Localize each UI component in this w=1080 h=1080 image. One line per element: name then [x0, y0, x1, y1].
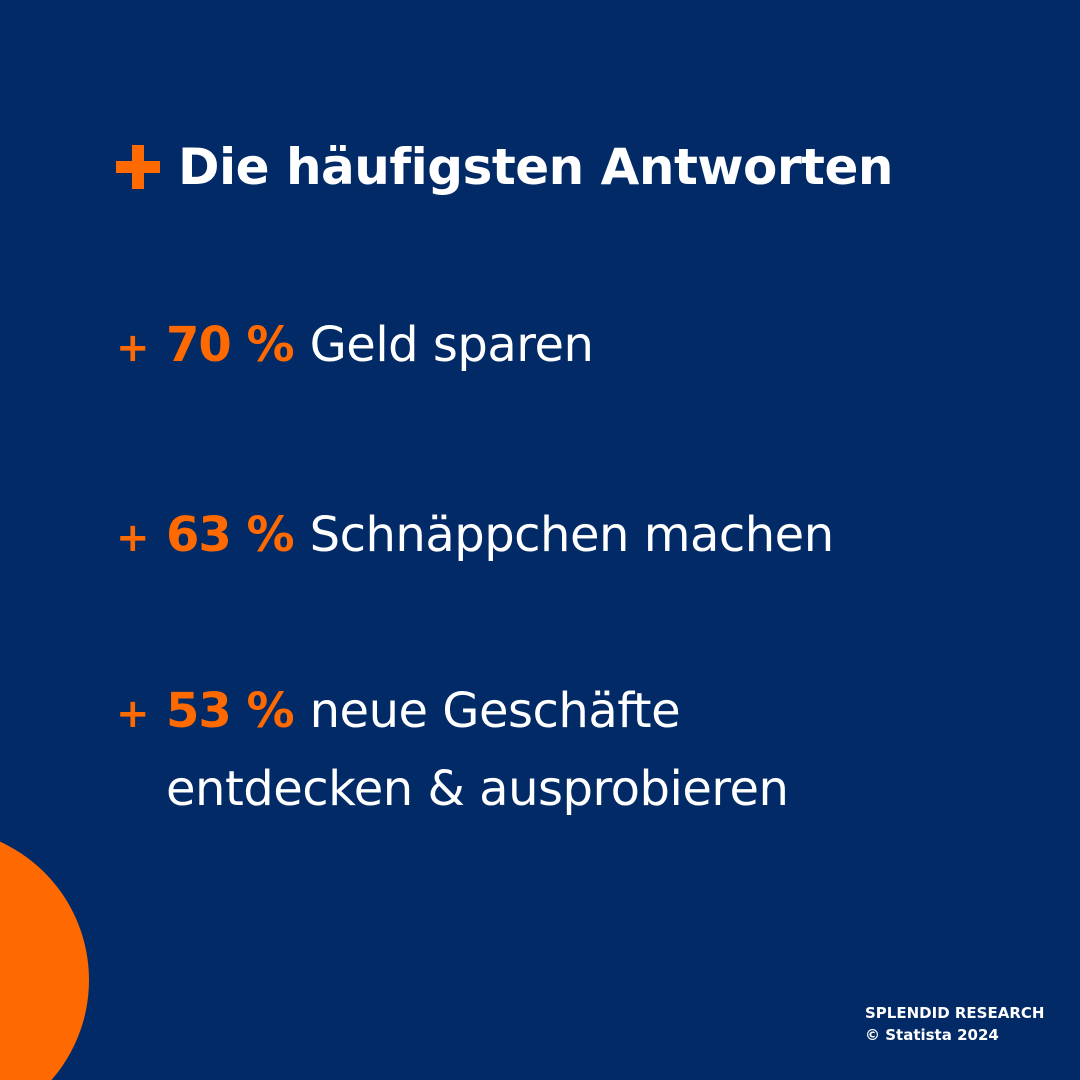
copyright: © Statista 2024 — [865, 1026, 999, 1044]
plus-icon: + — [116, 691, 150, 737]
answer-item-2: + 63 % Schnäppchen machen — [116, 496, 834, 574]
source-name: SPLENDID RESEARCH — [865, 1004, 1045, 1022]
source-credit: SPLENDID RESEARCH © Statista 2024 — [865, 1002, 1044, 1046]
plus-icon: + — [116, 515, 150, 561]
answer-percent: 63 % — [166, 507, 295, 563]
answer-label: Schnäppchen machen — [309, 507, 835, 563]
answer-label: Geld sparen — [309, 317, 594, 373]
decorative-circle — [0, 828, 89, 1080]
heading: Die häufigsten Antworten — [116, 132, 893, 202]
plus-icon — [116, 145, 160, 189]
answer-item-1: + 70 % Geld sparen — [116, 306, 594, 384]
heading-title: Die häufigsten Antworten — [178, 138, 893, 196]
answer-percent: 70 % — [166, 317, 295, 373]
answer-label-continued: entdecken & ausprobieren — [166, 761, 789, 817]
answer-label: neue Geschäfte — [309, 683, 681, 739]
answer-percent: 53 % — [166, 683, 295, 739]
answer-item-3: + 53 % neue Geschäfte entdecken & auspro… — [116, 672, 789, 817]
plus-icon: + — [116, 325, 150, 371]
